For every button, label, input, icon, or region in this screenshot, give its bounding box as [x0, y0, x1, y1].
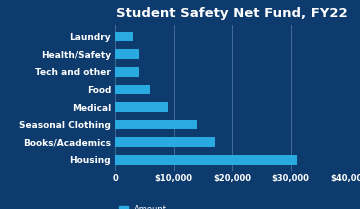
Bar [115, 49, 139, 59]
Bar [115, 85, 150, 94]
Legend: Amount: Amount [120, 205, 167, 209]
Bar [115, 102, 168, 112]
Bar [115, 155, 297, 165]
Bar [115, 67, 139, 77]
Bar [115, 138, 215, 147]
Bar [115, 120, 197, 130]
Title: Student Safety Net Fund, FY22: Student Safety Net Fund, FY22 [116, 7, 348, 20]
Bar [115, 32, 133, 41]
